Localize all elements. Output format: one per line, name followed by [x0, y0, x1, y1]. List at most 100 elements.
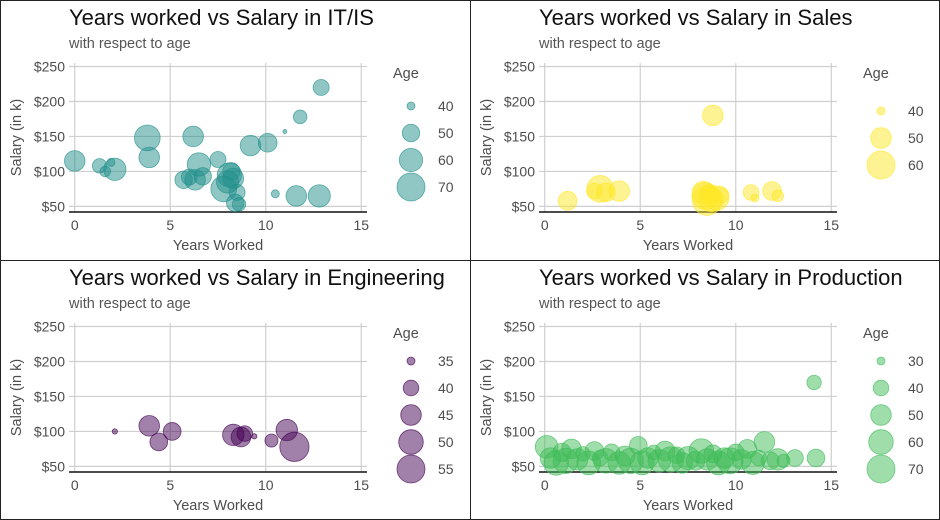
legend-key — [876, 106, 886, 116]
y-tick-label: $100 — [34, 163, 65, 179]
data-point — [138, 415, 160, 437]
data-point — [806, 374, 822, 391]
x-tick-label: 5 — [166, 217, 174, 233]
chart-title: Years worked vs Salary in Sales — [539, 5, 853, 30]
x-tick-label: 10 — [728, 217, 744, 233]
legend-key — [398, 429, 424, 455]
data-point — [209, 151, 227, 168]
y-axis-label: Salary (in k) — [479, 359, 495, 436]
x-axis-label: Years Worked — [173, 238, 263, 254]
legend-label: 60 — [908, 434, 924, 450]
legend-label: 40 — [438, 98, 454, 114]
y-tick-label: $250 — [504, 318, 535, 334]
legend-label: 60 — [438, 152, 454, 168]
legend-title: Age — [863, 66, 889, 82]
x-tick-label: 5 — [636, 477, 644, 493]
x-tick-label: 10 — [258, 477, 274, 493]
x-axis-label: Years Worked — [643, 238, 733, 254]
panel-engineering: Years worked vs Salary in Engineering wi… — [0, 260, 471, 520]
legend-label: 70 — [908, 461, 924, 477]
data-point — [182, 125, 204, 148]
data-point — [786, 449, 804, 467]
data-point — [282, 129, 288, 134]
legend-key — [868, 429, 894, 455]
data-point — [134, 124, 161, 152]
legend-key — [396, 454, 426, 484]
chart-subtitle: with respect to age — [539, 296, 661, 312]
y-tick-label: $250 — [34, 318, 65, 334]
data-point — [753, 431, 776, 453]
y-tick-label: $200 — [34, 353, 65, 369]
x-tick-label: 5 — [166, 477, 174, 493]
data-point — [251, 433, 258, 440]
y-tick-label: $50 — [512, 198, 536, 214]
data-point — [162, 422, 182, 441]
legend-label: 60 — [908, 157, 924, 173]
legend-label: 40 — [438, 380, 454, 396]
plot-production: $50 $100 $150 $200 $250 0 5 10 15 Years Worked Sal… — [479, 318, 924, 514]
chart-subtitle: with respect to age — [69, 36, 191, 52]
x-tick-label: 10 — [258, 217, 274, 233]
chart-title: Years worked vs Salary in IT/IS — [69, 5, 374, 30]
data-point — [111, 428, 118, 435]
legend-title: Age — [863, 326, 889, 342]
data-point — [608, 180, 630, 202]
chart-subtitle: with respect to age — [69, 296, 191, 312]
data-point — [557, 191, 578, 211]
y-tick-label: $150 — [504, 388, 535, 404]
y-tick-label: $250 — [504, 58, 535, 74]
legend-label: 50 — [908, 407, 924, 423]
y-tick-label: $150 — [34, 128, 65, 144]
panel-production: Years worked vs Salary in Production wit… — [470, 260, 940, 520]
legend-title: Age — [393, 66, 419, 82]
legend-key — [866, 150, 896, 180]
y-axis-label: Salary (in k) — [9, 99, 25, 176]
legend-label: 50 — [438, 125, 454, 141]
legend-label: 30 — [908, 353, 924, 369]
legend-label: 45 — [438, 407, 454, 423]
y-tick-label: $200 — [504, 353, 535, 369]
legend-label: 50 — [438, 434, 454, 450]
y-tick-label: $50 — [512, 458, 536, 474]
legend-key — [876, 356, 886, 366]
plot-it: $50 $100 $150 $200 $250 0 5 10 15 Years Worked Sal… — [9, 58, 454, 254]
y-tick-label: $100 — [504, 423, 535, 439]
legend-key — [401, 123, 421, 143]
y-tick-label: $150 — [504, 128, 535, 144]
x-tick-label: 15 — [823, 477, 839, 493]
legend-title: Age — [393, 326, 419, 342]
data-point — [239, 134, 262, 157]
y-tick-label: $150 — [34, 388, 65, 404]
data-point — [292, 109, 308, 125]
legend-label: 70 — [438, 179, 454, 195]
y-tick-label: $200 — [34, 93, 65, 109]
data-point — [236, 425, 253, 442]
data-point — [193, 167, 212, 186]
x-tick-label: 15 — [823, 217, 839, 233]
legend-label: 40 — [908, 103, 924, 119]
legend-label: 35 — [438, 353, 454, 369]
chart-subtitle: with respect to age — [539, 36, 661, 52]
plot-sales: $50 $100 $150 $200 $250 0 5 10 15 Years Worked Sal… — [479, 58, 924, 254]
x-tick-label: 15 — [353, 477, 369, 493]
legend-key — [398, 147, 424, 173]
plot-engineering: $50 $100 $150 $200 $250 0 5 10 15 Years Worked Sal… — [9, 318, 454, 514]
panel-it: Years worked vs Salary in IT/IS with res… — [0, 0, 471, 261]
data-point — [711, 186, 730, 204]
data-point — [264, 433, 279, 448]
legend-key — [400, 404, 422, 426]
data-point — [149, 432, 169, 452]
chart-title: Years worked vs Salary in Production — [539, 265, 903, 290]
data-point — [285, 185, 308, 207]
y-tick-label: $50 — [42, 458, 66, 474]
data-point — [771, 189, 785, 203]
x-tick-label: 5 — [636, 217, 644, 233]
panel-sales: Years worked vs Salary in Sales with res… — [470, 0, 940, 261]
legend-key — [870, 127, 892, 149]
data-point — [279, 431, 310, 462]
x-tick-label: 15 — [353, 217, 369, 233]
x-tick-label: 0 — [541, 217, 549, 233]
data-point — [138, 146, 160, 169]
x-axis-label: Years Worked — [173, 498, 263, 514]
